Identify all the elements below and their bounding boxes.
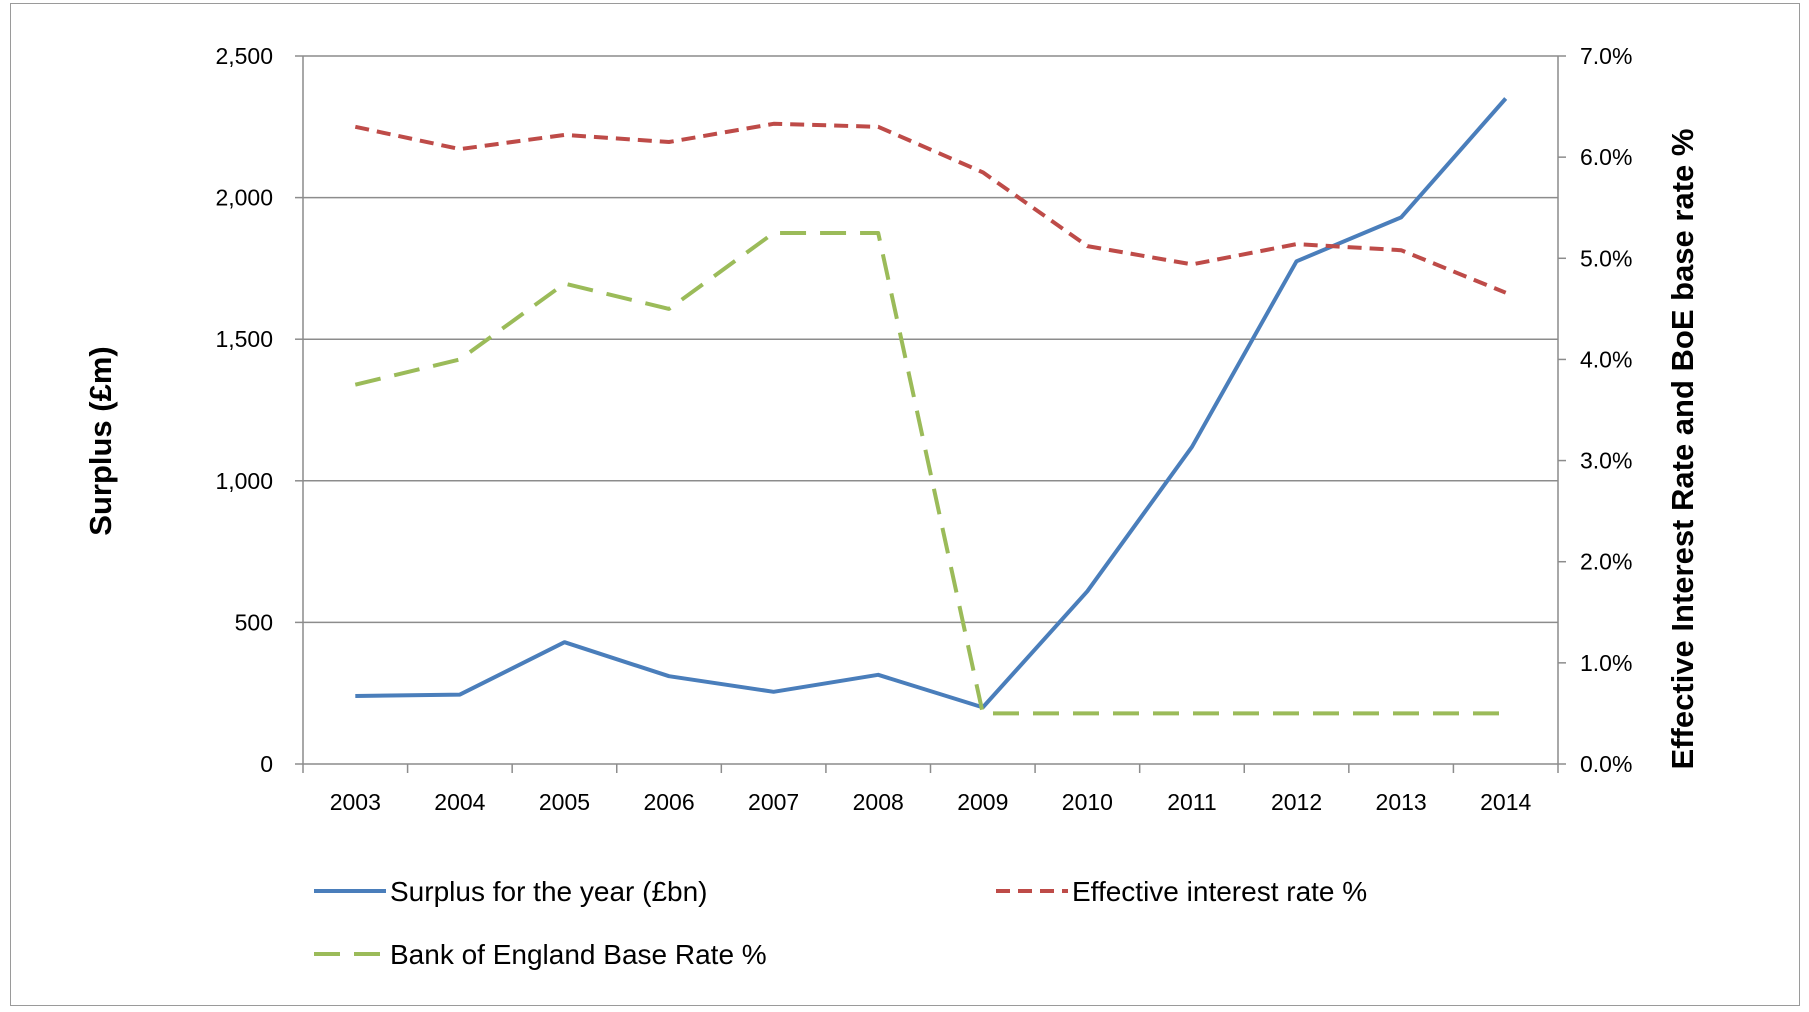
- right-axis-title: Effective Interest Rate and BoE base rat…: [1665, 129, 1700, 770]
- right-tick-label: 2.0%: [1580, 549, 1632, 575]
- x-tick-label: 2010: [1062, 789, 1113, 815]
- right-tick-label: 6.0%: [1580, 144, 1632, 170]
- combo-line-chart: 0 500 1,000 1,500 2,000 2,500 0.0% 1.0% 2.0% 3.0%…: [83, 43, 1700, 970]
- right-tick-label: 5.0%: [1580, 245, 1632, 271]
- right-tick-label: 0.0%: [1580, 751, 1632, 777]
- left-tick-label: 1,500: [215, 326, 273, 352]
- legend-label-3: Bank of England Base Rate %: [390, 939, 767, 970]
- legend: Surplus for the year (£bn) Effective inte…: [314, 876, 1367, 970]
- gridlines: [303, 55, 1558, 624]
- x-tick-label: 2012: [1271, 789, 1322, 815]
- axes: [295, 55, 1566, 773]
- x-tick-label: 2007: [748, 789, 799, 815]
- left-tick-label: 2,500: [215, 43, 273, 69]
- x-tick-label: 2006: [643, 789, 694, 815]
- series-line-2: [354, 121, 1507, 295]
- left-axis-title: Surplus (£m): [83, 346, 118, 535]
- right-tick-label: 1.0%: [1580, 650, 1632, 676]
- chart-frame: 0 500 1,000 1,500 2,000 2,500 0.0% 1.0% 2.0% 3.0%…: [10, 3, 1800, 1006]
- left-tick-label: 2,000: [215, 185, 273, 211]
- right-tick-label: 3.0%: [1580, 448, 1632, 474]
- series-line-3: [354, 231, 1506, 716]
- left-tick-label: 500: [235, 609, 273, 635]
- x-tick-label: 2009: [957, 789, 1008, 815]
- series-line-1: [355, 97, 1508, 710]
- x-tick-label: 2014: [1480, 789, 1531, 815]
- left-tick-label: 1,000: [215, 468, 273, 494]
- legend-label-2: Effective interest rate %: [1072, 876, 1367, 907]
- tick-labels: 0 500 1,000 1,500 2,000 2,500 0.0% 1.0% 2.0% 3.0%…: [215, 43, 1632, 815]
- x-tick-label: 2004: [434, 789, 485, 815]
- x-tick-label: 2005: [539, 789, 590, 815]
- x-tick-label: 2008: [853, 789, 904, 815]
- legend-label-1: Surplus for the year (£bn): [390, 876, 708, 907]
- x-tick-label: 2003: [330, 789, 381, 815]
- right-tick-label: 4.0%: [1580, 346, 1632, 372]
- x-tick-label: 2013: [1376, 789, 1427, 815]
- x-tick-label: 2011: [1167, 789, 1216, 815]
- right-tick-label: 7.0%: [1580, 43, 1632, 69]
- series-lines: [354, 97, 1508, 716]
- left-tick-label: 0: [260, 751, 273, 777]
